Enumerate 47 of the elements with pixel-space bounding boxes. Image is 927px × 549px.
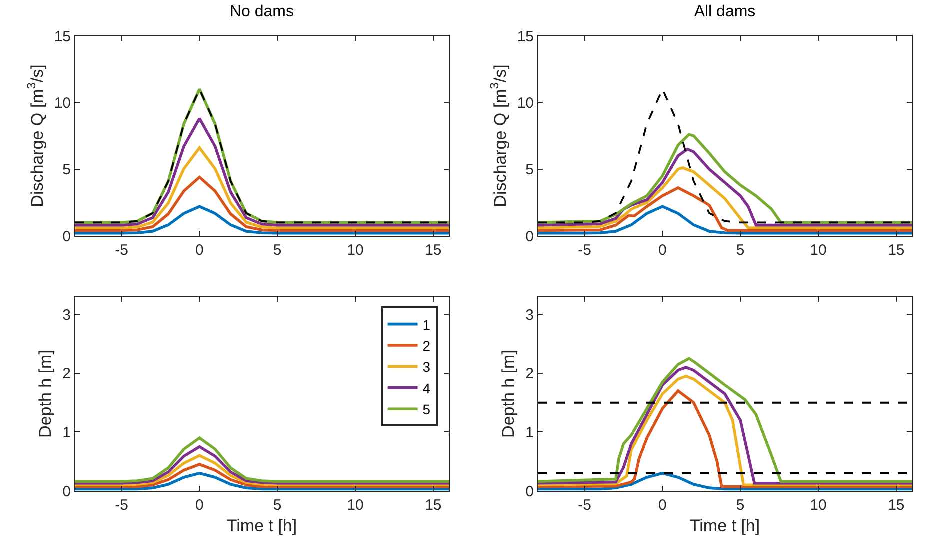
y-tick-label: 10 bbox=[54, 94, 71, 112]
legend-label: 5 bbox=[422, 402, 431, 418]
x-tick-label: 10 bbox=[347, 497, 364, 514]
y-tick-label: 0 bbox=[62, 228, 71, 246]
y-tick-label: 2 bbox=[62, 366, 71, 383]
y-tick-label: 5 bbox=[62, 162, 71, 179]
x-tick-label: 0 bbox=[196, 242, 204, 259]
y-tick-label: 1 bbox=[62, 424, 71, 442]
x-tick-label: 5 bbox=[273, 497, 282, 514]
y-tick-label: 10 bbox=[517, 94, 534, 112]
x-tick-label: 0 bbox=[196, 497, 204, 514]
y-tick-label: 0 bbox=[526, 228, 534, 246]
x-tick-label: 15 bbox=[425, 497, 442, 514]
legend-label: 1 bbox=[422, 316, 431, 333]
x-tick-label: 5 bbox=[736, 242, 745, 259]
x-axis-title: Time t [h] bbox=[690, 516, 760, 536]
chart-title: All dams bbox=[694, 4, 756, 21]
chart-title: No dams bbox=[230, 4, 294, 21]
y-tick-label: 3 bbox=[526, 306, 534, 324]
y-axis-title: Depth h [m] bbox=[36, 350, 56, 438]
x-tick-label: 10 bbox=[347, 242, 364, 259]
x-tick-label: 0 bbox=[658, 242, 667, 259]
legend-label: 4 bbox=[422, 380, 431, 396]
x-tick-label: 15 bbox=[888, 497, 905, 514]
y-tick-label: 3 bbox=[62, 306, 71, 324]
y-axis-title: Depth h [m] bbox=[499, 350, 518, 438]
y-tick-label: 0 bbox=[526, 483, 534, 500]
y-tick-label: 5 bbox=[526, 162, 534, 179]
x-tick-label: -5 bbox=[578, 242, 592, 259]
y-tick-label: 0 bbox=[62, 483, 71, 500]
x-tick-label: 10 bbox=[810, 242, 827, 259]
x-tick-label: 5 bbox=[736, 497, 745, 514]
legend-label: 3 bbox=[422, 359, 431, 376]
x-tick-label: -5 bbox=[578, 497, 592, 514]
y-tick-label: 1 bbox=[526, 424, 534, 442]
x-tick-label: 10 bbox=[810, 497, 827, 514]
x-tick-label: -5 bbox=[115, 497, 128, 514]
x-axis-title: Time t [h] bbox=[226, 516, 298, 536]
y-tick-label: 15 bbox=[517, 28, 534, 46]
x-tick-label: 15 bbox=[888, 242, 905, 259]
x-tick-label: 15 bbox=[425, 242, 442, 259]
x-tick-label: 0 bbox=[658, 497, 667, 514]
y-tick-label: 15 bbox=[54, 28, 71, 46]
x-tick-label: -5 bbox=[115, 242, 128, 259]
y-tick-label: 2 bbox=[526, 366, 534, 383]
x-tick-label: 5 bbox=[273, 242, 282, 259]
legend-label: 2 bbox=[422, 338, 431, 354]
